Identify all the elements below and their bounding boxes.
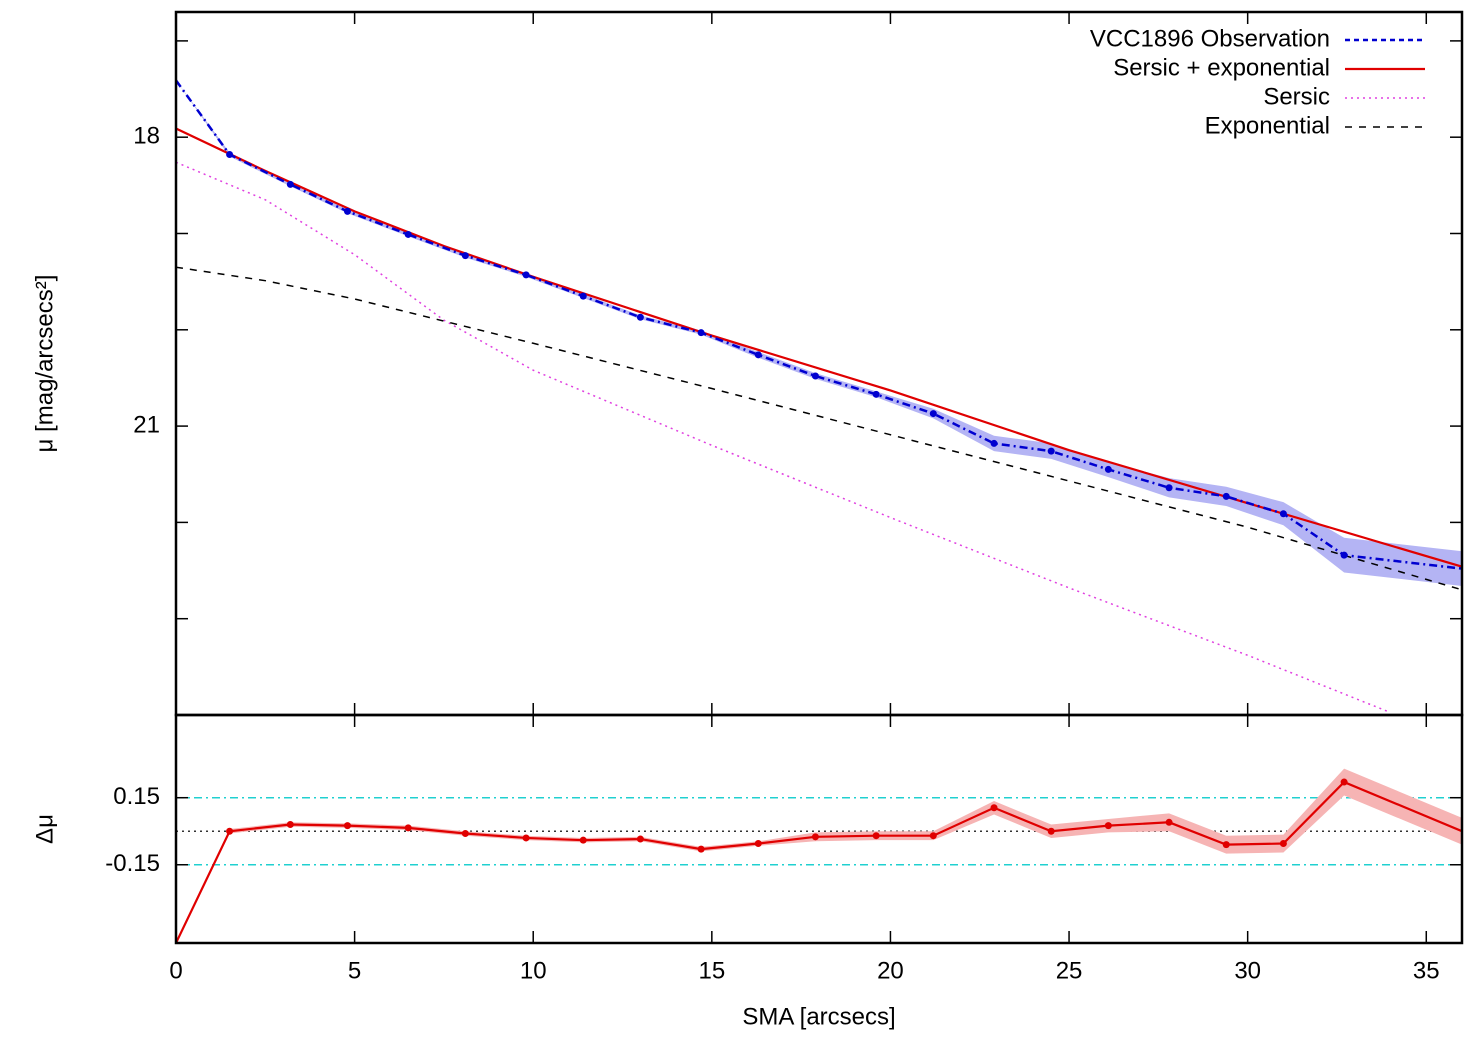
x-tick-label: 25 (1056, 957, 1083, 984)
data-point (1340, 551, 1348, 559)
data-point (1104, 822, 1112, 830)
y-tick-label: -0.15 (105, 850, 160, 877)
data-point (1047, 827, 1055, 835)
data-point (697, 329, 705, 337)
series-line (176, 266, 1462, 591)
data-point (929, 832, 937, 840)
data-point (226, 151, 234, 159)
data-point (343, 822, 351, 830)
y-axis-label: Δμ (31, 814, 58, 844)
data-point (1279, 840, 1287, 848)
data-point (579, 292, 587, 300)
series-line (176, 127, 1462, 568)
data-point (286, 821, 294, 829)
series-line (176, 780, 1462, 943)
data-point (872, 390, 880, 398)
plot-area (176, 79, 1462, 712)
x-tick-label: 10 (520, 957, 547, 984)
data-point (990, 439, 998, 447)
data-point (461, 252, 469, 260)
plot-area (176, 768, 1462, 943)
data-point (1047, 447, 1055, 455)
x-tick-label: 30 (1234, 957, 1261, 984)
data-point (754, 351, 762, 359)
x-tick-label: 15 (698, 957, 725, 984)
x-axis-label: SMA [arcsecs] (742, 1003, 895, 1030)
data-point (522, 834, 530, 842)
data-point (1222, 492, 1230, 500)
data-point (929, 410, 937, 418)
data-point (1165, 818, 1173, 826)
data-point (697, 845, 705, 853)
data-point (990, 804, 998, 812)
data-point (636, 313, 644, 321)
data-point (286, 180, 294, 188)
data-point (579, 836, 587, 844)
data-point (404, 230, 412, 238)
y-tick-label: 0.15 (113, 783, 160, 810)
legend-label: VCC1896 Observation (1090, 25, 1330, 52)
data-point (754, 840, 762, 848)
legend-label: Exponential (1205, 112, 1330, 139)
data-point (226, 827, 234, 835)
x-tick-label: 20 (877, 957, 904, 984)
data-point (404, 824, 412, 832)
legend-label: Sersic + exponential (1113, 54, 1330, 81)
error-band (176, 768, 1462, 943)
data-point (636, 835, 644, 843)
y-axis-label: μ [mag/arcsecs²] (31, 275, 58, 453)
data-point (1340, 778, 1348, 786)
data-point (522, 271, 530, 279)
x-tick-label: 0 (169, 957, 182, 984)
legend-label: Sersic (1263, 83, 1330, 110)
data-point (1165, 484, 1173, 492)
series-line (176, 79, 1462, 570)
y-tick-label: 18 (133, 123, 160, 150)
data-point (1104, 465, 1112, 473)
data-point (343, 207, 351, 215)
data-point (1222, 841, 1230, 849)
data-point (461, 829, 469, 837)
x-tick-label: 35 (1413, 957, 1440, 984)
x-tick-label: 5 (348, 957, 361, 984)
data-point (811, 372, 819, 380)
data-point (811, 833, 819, 841)
data-point (872, 832, 880, 840)
plot-frame (174, 713, 1464, 945)
data-point (1279, 510, 1287, 518)
y-tick-label: 21 (133, 411, 160, 438)
series-line (176, 161, 1388, 712)
error-band (176, 80, 1462, 586)
